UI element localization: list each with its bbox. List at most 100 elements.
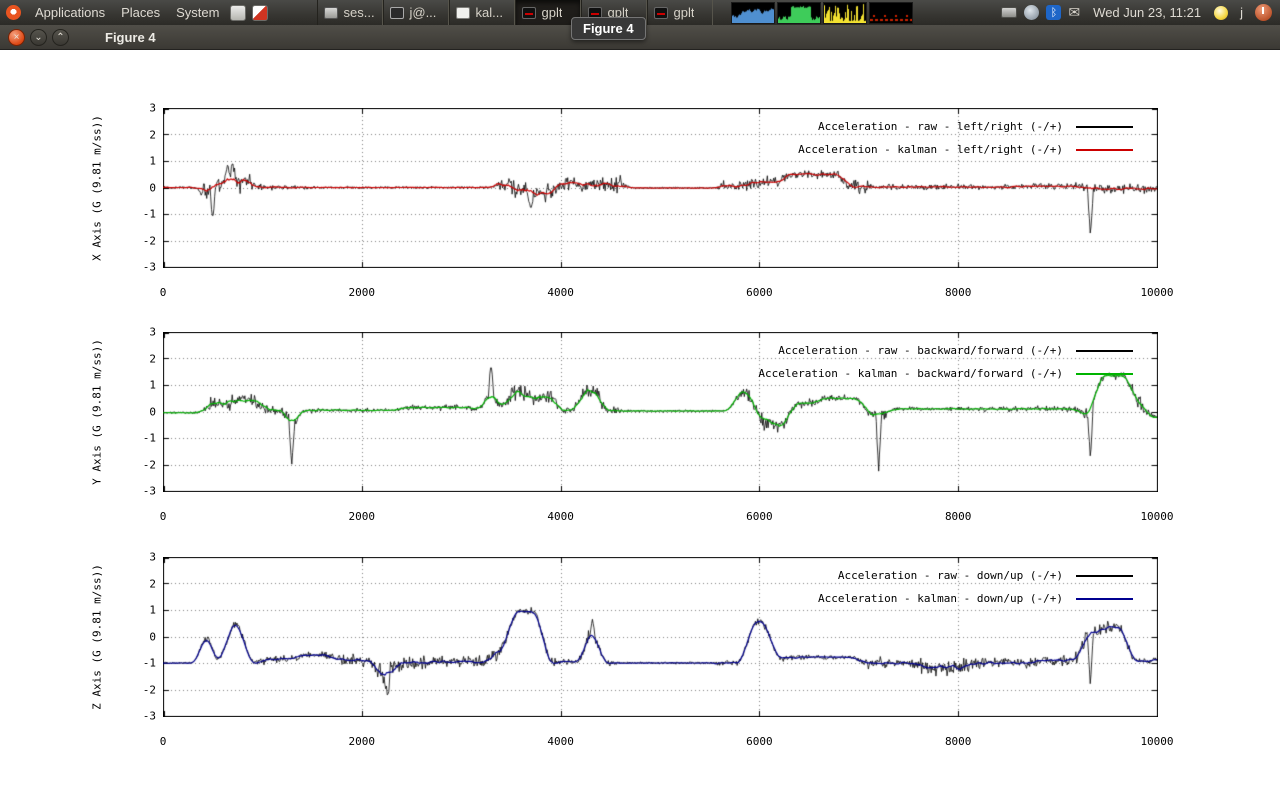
y-tick-label: 2 — [149, 352, 156, 365]
x-tick-labels: 0 2000 4000 6000 8000 10000 — [159, 286, 1174, 300]
x-tick-labels: 0 2000 4000 6000 8000 10000 — [160, 510, 1174, 524]
chart-canvas — [163, 332, 1158, 492]
plot-area: Acceleration - raw - backward/forward (-… — [163, 332, 1158, 492]
legend-label: Acceleration - kalman - down/up (-/+) — [817, 592, 1063, 605]
legend-label: Acceleration - kalman - backward/forward… — [758, 367, 1063, 380]
x-tick-label: 2000 — [348, 286, 376, 299]
taskbar-button-gplt-active[interactable]: gplt — [515, 0, 582, 25]
legend-label: Acceleration - raw - left/right (-/+) — [817, 120, 1063, 133]
legend-line-sample — [1076, 597, 1133, 600]
window-title: Figure 4 — [105, 29, 156, 45]
y-tick-label: 1 — [149, 603, 156, 617]
taskbar-button-session[interactable]: ses... — [317, 0, 384, 25]
y-axis-title: Z Axis (G (9.81 m/ss)) — [90, 564, 104, 710]
y-tick-label: -1 — [142, 431, 156, 445]
y-tick-label: -3 — [142, 709, 156, 723]
y-tick-label: -3 — [142, 484, 156, 498]
window-icon — [324, 6, 339, 19]
x-tick-label: 10000 — [1140, 735, 1174, 748]
plot-window-icon — [654, 6, 669, 19]
taskbar-button-label: gplt — [541, 5, 563, 20]
close-button[interactable]: × — [8, 28, 25, 46]
network-icon[interactable] — [1001, 7, 1018, 18]
legend: Acceleration - raw - left/right (-/+) Ac… — [798, 115, 1133, 161]
x-tick-label: 4000 — [547, 510, 574, 523]
menu-applications[interactable]: Applications — [35, 5, 106, 20]
legend-line-sample — [1076, 372, 1133, 375]
y-tick-label: -3 — [142, 260, 156, 274]
taskbar-button-label: j@... — [409, 5, 437, 20]
legend-entry-raw: Acceleration - raw - backward/forward (-… — [758, 339, 1133, 362]
user-menu[interactable]: j — [1240, 5, 1243, 20]
x-tick-label: 8000 — [944, 510, 972, 523]
minimize-button[interactable]: ⌄ — [30, 28, 47, 46]
plot-y-axis: Y Axis (G (9.81 m/ss)) -3 -2 -1 0 1 2 3 Accele… — [0, 325, 1280, 559]
taskbar-tooltip: Figure 4 — [571, 17, 646, 40]
bluetooth-icon[interactable]: ᛒ — [1046, 5, 1062, 20]
y-tick-labels: -3 -2 -1 0 1 2 3 — [118, 551, 156, 723]
y-tick-label: 3 — [149, 550, 156, 564]
taskbar-button-label: kal... — [475, 5, 503, 20]
x-tick-label: 0 — [159, 735, 167, 748]
legend: Acceleration - raw - backward/forward (-… — [758, 339, 1133, 385]
window-list: ses... j@... kal... gplt gplt gplt — [317, 0, 714, 25]
plot-area: Acceleration - raw - left/right (-/+) Ac… — [163, 108, 1158, 268]
legend: Acceleration - raw - down/up (-/+) Accel… — [818, 564, 1133, 610]
swap-load-graph — [869, 1, 914, 24]
y-tick-label: 1 — [149, 154, 156, 168]
network-load-graph — [823, 1, 868, 24]
notification-area: ᛒ ✉ Wed Jun 23, 11:21 j — [1001, 4, 1280, 21]
y-tick-label: -2 — [142, 683, 156, 696]
y-tick-label: 3 — [149, 101, 156, 115]
legend-entry-raw: Acceleration - raw - left/right (-/+) — [798, 115, 1133, 138]
x-tick-label: 6000 — [746, 510, 773, 523]
legend-line-sample — [1076, 349, 1133, 352]
menu-places[interactable]: Places — [121, 5, 161, 20]
chart-canvas — [163, 557, 1158, 717]
x-tick-label: 4000 — [547, 735, 574, 748]
legend-label: Acceleration - raw - backward/forward (-… — [778, 344, 1063, 357]
legend-entry-kalman: Acceleration - kalman - down/up (-/+) — [818, 587, 1133, 610]
y-axis-title: Y Axis (G (9.81 m/ss)) — [90, 339, 104, 485]
y-tick-label: 0 — [149, 405, 156, 418]
y-tick-label: 2 — [149, 577, 156, 590]
system-monitor-applet[interactable] — [731, 1, 914, 24]
plot-z-axis: Z Axis (G (9.81 m/ss)) -3 -2 -1 0 1 2 3 Accele… — [0, 551, 1280, 784]
plot-area: Acceleration - raw - down/up (-/+) Accel… — [163, 557, 1158, 717]
clock[interactable]: Wed Jun 23, 11:21 — [1093, 5, 1202, 20]
taskbar-button-gplt-2[interactable]: gplt — [581, 0, 648, 25]
legend-line-sample — [1076, 125, 1133, 128]
document-icon — [456, 6, 471, 19]
x-tick-label: 6000 — [746, 735, 773, 748]
session-indicator-icon[interactable] — [1214, 5, 1229, 20]
launcher-icon-2[interactable] — [252, 4, 269, 21]
y-tick-labels: -3 -2 -1 0 1 2 3 — [118, 102, 156, 274]
sync-icon[interactable] — [1024, 5, 1040, 20]
top-panel: Applications Places System ses... j@... … — [0, 0, 1280, 25]
x-tick-label: 8000 — [944, 286, 972, 299]
legend-label: Acceleration - kalman - left/right (-/+) — [798, 143, 1063, 156]
y-tick-label: -1 — [142, 207, 156, 221]
y-tick-label: 3 — [149, 325, 156, 339]
y-tick-label: -2 — [142, 458, 156, 471]
legend-entry-kalman: Acceleration - kalman - backward/forward… — [758, 362, 1133, 385]
processor-load-graph — [731, 1, 776, 24]
x-tick-label: 10000 — [1140, 286, 1174, 299]
maximize-button[interactable]: ⌃ — [52, 28, 69, 46]
y-tick-label: 1 — [149, 378, 156, 392]
taskbar-button-gplt-3[interactable]: gplt — [647, 0, 714, 25]
taskbar-button-terminal[interactable]: j@... — [383, 0, 450, 25]
legend-entry-kalman: Acceleration - kalman - left/right (-/+) — [798, 138, 1133, 161]
mail-icon[interactable]: ✉ — [1068, 4, 1081, 21]
taskbar-button-kal[interactable]: kal... — [449, 0, 516, 25]
distributor-logo-icon[interactable] — [6, 5, 21, 20]
x-tick-label: 4000 — [547, 286, 574, 299]
x-tick-label: 0 — [159, 286, 167, 299]
menu-system[interactable]: System — [176, 5, 220, 20]
chart-canvas — [163, 108, 1158, 268]
launcher-icon-1[interactable] — [230, 4, 247, 21]
y-tick-label: -2 — [142, 234, 156, 247]
power-icon[interactable] — [1255, 4, 1272, 21]
plot-window-icon — [522, 6, 537, 19]
y-tick-label: 0 — [149, 181, 156, 194]
